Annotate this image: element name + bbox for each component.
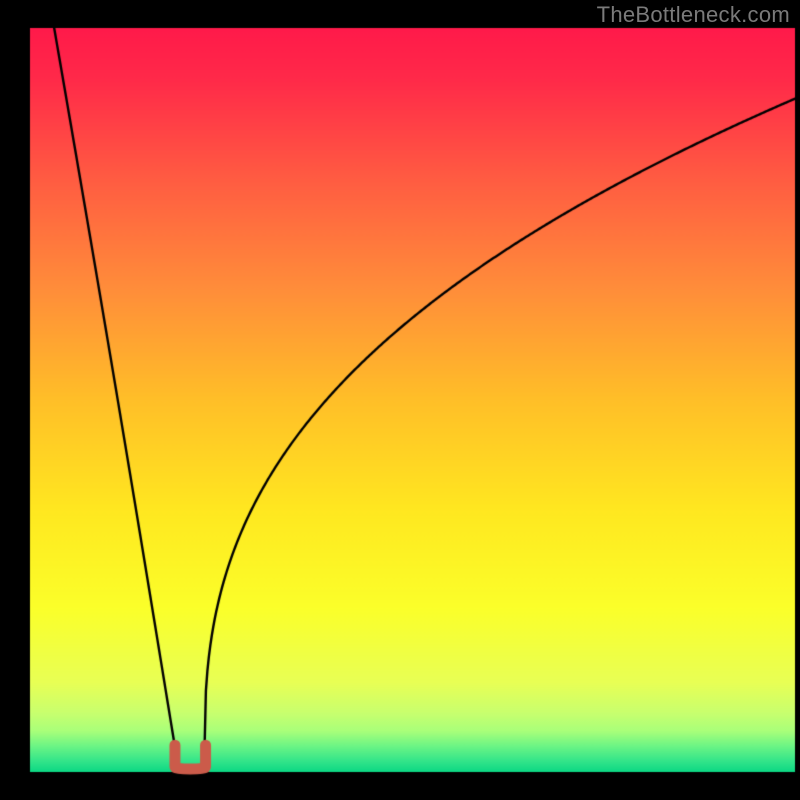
chart-container: TheBottleneck.com xyxy=(0,0,800,800)
watermark-text: TheBottleneck.com xyxy=(597,2,790,28)
bottleneck-curve-chart xyxy=(0,0,800,800)
